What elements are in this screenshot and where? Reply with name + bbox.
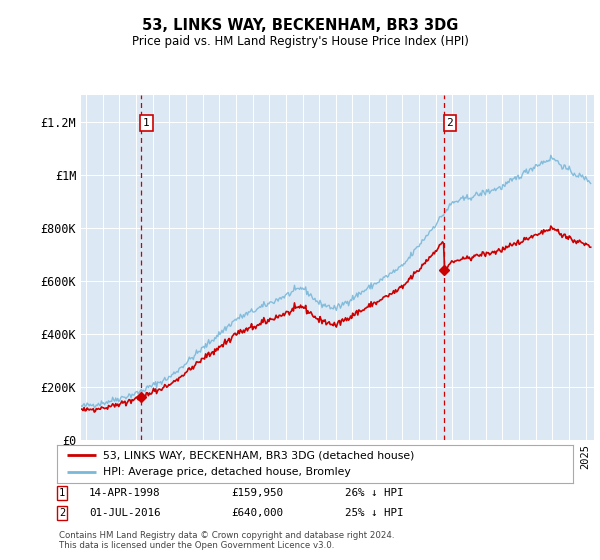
Text: Contains HM Land Registry data © Crown copyright and database right 2024.
This d: Contains HM Land Registry data © Crown c… [59, 531, 394, 550]
Text: HPI: Average price, detached house, Bromley: HPI: Average price, detached house, Brom… [103, 467, 351, 477]
Text: £640,000: £640,000 [231, 508, 283, 518]
Text: Price paid vs. HM Land Registry's House Price Index (HPI): Price paid vs. HM Land Registry's House … [131, 35, 469, 48]
Text: £159,950: £159,950 [231, 488, 283, 498]
Text: 01-JUL-2016: 01-JUL-2016 [89, 508, 160, 518]
Text: 1: 1 [143, 118, 150, 128]
Text: 25% ↓ HPI: 25% ↓ HPI [345, 508, 404, 518]
Text: 2: 2 [59, 508, 65, 518]
Text: 2: 2 [446, 118, 454, 128]
Text: 53, LINKS WAY, BECKENHAM, BR3 3DG: 53, LINKS WAY, BECKENHAM, BR3 3DG [142, 18, 458, 33]
Text: 14-APR-1998: 14-APR-1998 [89, 488, 160, 498]
Text: 1: 1 [59, 488, 65, 498]
Text: 53, LINKS WAY, BECKENHAM, BR3 3DG (detached house): 53, LINKS WAY, BECKENHAM, BR3 3DG (detac… [103, 450, 415, 460]
Text: 26% ↓ HPI: 26% ↓ HPI [345, 488, 404, 498]
